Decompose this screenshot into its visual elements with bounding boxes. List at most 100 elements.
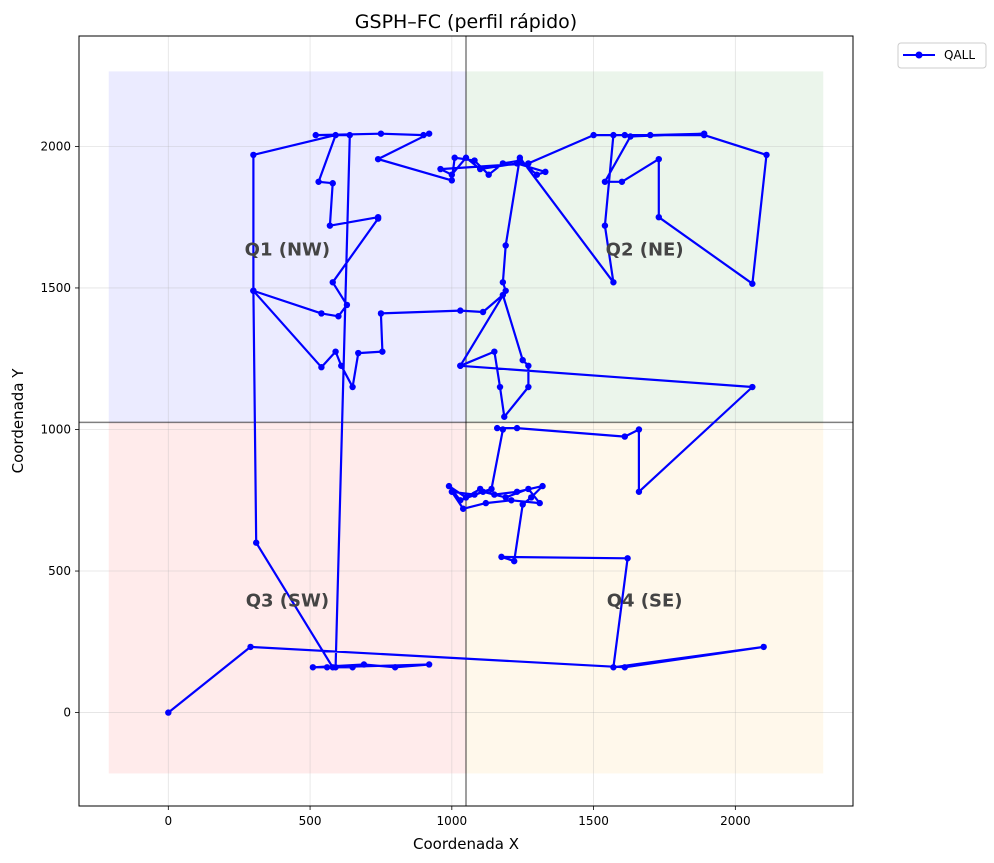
- x-tick-label-0: 0: [164, 814, 172, 828]
- x-tick-label-1000: 1000: [437, 814, 468, 828]
- series-point-71: [349, 664, 356, 671]
- y-tick-label-1500: 1500: [40, 281, 71, 295]
- series-point-101: [655, 213, 662, 221]
- series-point-12: [491, 491, 498, 498]
- series-point-52: [318, 310, 325, 317]
- x-tick-label-500: 500: [299, 814, 322, 828]
- series-point-70: [323, 664, 331, 671]
- series-point-6: [498, 553, 505, 561]
- series-point-48: [338, 362, 345, 369]
- series-point-58: [326, 222, 334, 229]
- series-point-80: [451, 154, 458, 161]
- series-point-62: [250, 151, 257, 159]
- series-point-32: [635, 488, 643, 495]
- y-tick-label-1000: 1000: [40, 422, 71, 436]
- series-point-16: [457, 497, 464, 504]
- series-point-42: [479, 308, 487, 316]
- series-point-30: [621, 433, 628, 440]
- y-tick-label-500: 500: [48, 564, 71, 578]
- series-point-107: [610, 279, 617, 286]
- legend-box: [897, 42, 987, 69]
- series-point-91: [437, 165, 444, 173]
- series-point-63: [250, 287, 257, 294]
- series-point-83: [499, 160, 507, 167]
- series-point-86: [542, 168, 549, 176]
- x-tick-label-1500: 1500: [578, 814, 609, 828]
- quadrant-region-1: [108, 71, 467, 423]
- series-point-95: [647, 131, 654, 139]
- series-point-49: [332, 348, 339, 355]
- quadrant-divider-lines: [79, 36, 853, 806]
- series-point-25: [471, 491, 478, 498]
- series-point-8: [519, 501, 526, 508]
- series-point-59: [329, 180, 336, 187]
- legend: QALL: [897, 42, 987, 69]
- series-point-5: [624, 555, 631, 562]
- legend-label-qall: QALL: [944, 48, 975, 62]
- series-point-78: [374, 155, 382, 163]
- series-point-85: [533, 171, 541, 178]
- x-tick-label-2000: 2000: [720, 814, 751, 828]
- series-lines: [165, 130, 770, 716]
- series-point-39: [525, 362, 532, 369]
- series-point-29: [513, 424, 521, 432]
- y-axis-ticks: 0 500 1000 1500 2000: [40, 139, 79, 720]
- series-point-77: [425, 130, 433, 137]
- series-point-112: [457, 362, 464, 369]
- series-point-88: [476, 165, 484, 173]
- series-point-14: [462, 494, 470, 501]
- x-axis-ticks: 0 500 1000 1500 2000: [164, 806, 751, 828]
- series-point-93: [590, 131, 597, 139]
- series-point-92: [525, 160, 532, 167]
- series-point-22: [482, 499, 490, 507]
- series-point-4: [610, 664, 617, 671]
- series-point-43: [457, 307, 464, 314]
- series-point-18: [502, 494, 509, 501]
- quadrant-label-3: Q3 (SW): [246, 590, 329, 611]
- series-point-102: [749, 280, 756, 287]
- quadrant-label-1: Q1 (NW): [245, 239, 330, 260]
- series-point-74: [312, 131, 319, 139]
- series-point-40: [519, 356, 526, 364]
- series-point-67: [360, 661, 368, 668]
- series-point-54: [343, 301, 351, 309]
- series-point-76: [420, 131, 427, 139]
- quadrant-label-4: Q4 (SE): [607, 590, 683, 611]
- series-point-27: [499, 426, 507, 433]
- series-point-7: [510, 557, 518, 565]
- series-point-20: [536, 499, 543, 507]
- series-point-24: [448, 488, 456, 495]
- series-point-37: [501, 413, 508, 420]
- series-point-53: [335, 313, 342, 320]
- series-point-35: [491, 348, 498, 355]
- series-point-23: [459, 505, 467, 512]
- series-point-38: [525, 383, 532, 391]
- series-point-103: [763, 151, 770, 159]
- series-point-57: [374, 213, 382, 221]
- series-point-72: [332, 664, 339, 671]
- series-point-50: [318, 364, 325, 371]
- series-point-9: [528, 494, 535, 501]
- y-tick-label-0: 0: [63, 706, 71, 720]
- series-point-21: [508, 497, 515, 504]
- series-point-68: [391, 664, 399, 671]
- series-point-89: [462, 154, 470, 161]
- series-point-46: [355, 349, 362, 357]
- series-point-26: [488, 485, 495, 493]
- series-point-111: [502, 287, 509, 294]
- x-axis-label: Coordenada X: [413, 835, 519, 853]
- series-point-19: [525, 485, 532, 493]
- series-point-3: [760, 643, 767, 651]
- quadrant-labels: Q1 (NW) Q2 (NE) Q3 (SW) Q4 (SE): [245, 239, 684, 611]
- series-point-82: [485, 171, 492, 178]
- series-point-47: [349, 383, 356, 391]
- quadrant-region-4: [466, 422, 824, 774]
- series-point-2: [621, 664, 628, 671]
- series-point-104: [700, 131, 708, 139]
- series-point-90: [448, 171, 456, 178]
- series-point-69: [425, 661, 433, 668]
- series-point-110: [499, 279, 507, 286]
- series-point-98: [601, 178, 609, 185]
- quadrant-regions: [108, 71, 824, 774]
